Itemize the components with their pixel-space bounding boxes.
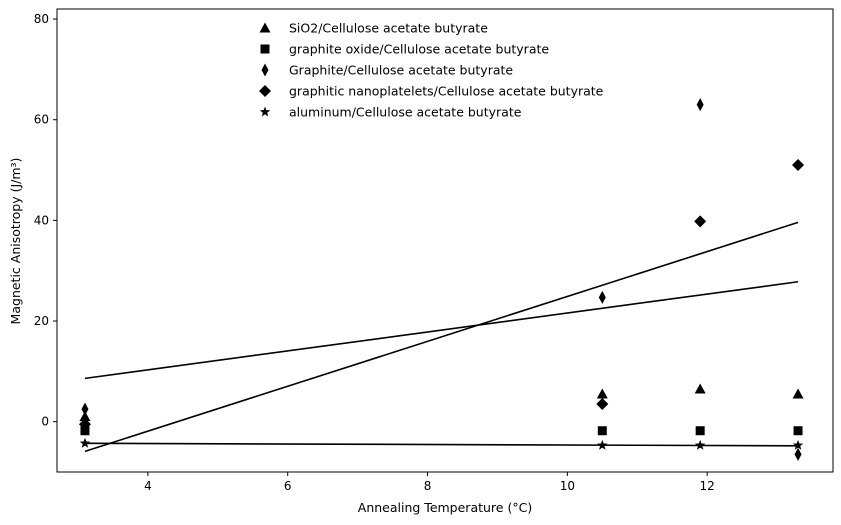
star-data-point	[79, 437, 91, 448]
star-data-point	[597, 439, 608, 450]
trend-line	[84, 221, 799, 453]
diamond-data-point	[694, 215, 707, 228]
square-data-point	[793, 426, 803, 436]
y-axis-label: Magnetic Anisotropy (J/m³)	[8, 158, 23, 325]
legend-label: Graphite/Cellulose acetate butyrate	[289, 63, 513, 78]
legend-label: graphitic nanoplatelets/Cellulose acetat…	[289, 84, 604, 99]
legend-thin-diamond-marker	[261, 63, 269, 77]
y-tick-label: 60	[34, 113, 49, 127]
square-data-point	[597, 426, 607, 436]
y-tick-label: 80	[34, 12, 49, 26]
triangle-data-point	[596, 388, 608, 399]
x-axis-label: Annealing Temperature (°C)	[358, 500, 532, 515]
square-data-point	[695, 426, 705, 436]
triangle-data-point	[694, 383, 706, 394]
x-tick-label: 4	[144, 479, 152, 493]
legend-diamond-marker	[259, 85, 271, 97]
thin-diamond-data-point	[696, 98, 704, 112]
triangle-data-point	[79, 411, 91, 422]
data-markers	[78, 98, 805, 461]
diamond-data-point	[78, 418, 91, 431]
x-tick-label: 10	[560, 479, 575, 493]
y-axis-ticks: 0 20 40 60 80	[34, 12, 57, 429]
diamond-data-point	[792, 159, 805, 172]
trend-lines	[84, 221, 799, 453]
x-tick-label: 12	[700, 479, 715, 493]
star-data-point	[792, 439, 804, 450]
square-data-point	[80, 426, 90, 436]
thin-diamond-data-point	[598, 290, 606, 304]
x-axis-ticks: 4 6 8 10 12	[144, 472, 715, 493]
triangle-data-point	[792, 388, 804, 399]
y-tick-label: 20	[34, 314, 49, 328]
legend: SiO2/Cellulose acetate butyrate graphite …	[259, 21, 604, 120]
thin-diamond-data-point	[794, 447, 802, 461]
trend-line	[84, 280, 799, 380]
legend-triangle-marker	[259, 22, 271, 33]
diamond-data-point	[596, 398, 609, 411]
x-tick-label: 8	[424, 479, 432, 493]
plot-area	[56, 8, 834, 473]
legend-label: SiO2/Cellulose acetate butyrate	[289, 21, 488, 36]
y-tick-label: 0	[41, 415, 49, 429]
star-data-point	[694, 439, 706, 450]
legend-label: aluminum/Cellulose acetate butyrate	[289, 105, 522, 120]
legend-label: graphite oxide/Cellulose acetate butyrat…	[289, 42, 549, 57]
legend-star-marker	[259, 106, 271, 117]
legend-square-marker	[260, 44, 270, 54]
thin-diamond-data-point	[81, 402, 89, 416]
x-tick-label: 6	[284, 479, 292, 493]
trend-line	[84, 442, 799, 447]
y-tick-label: 40	[34, 213, 49, 227]
